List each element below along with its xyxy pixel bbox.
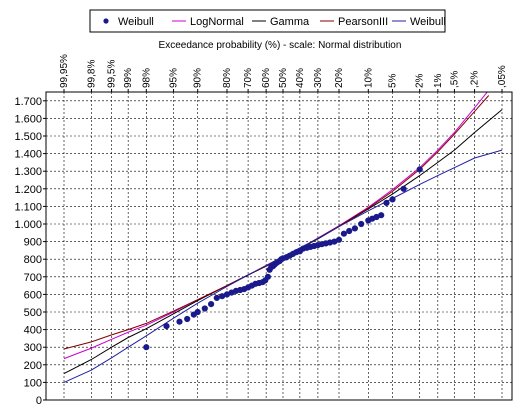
observed-points xyxy=(143,166,423,351)
y-tick-label: 1.600 xyxy=(14,113,42,125)
x-tick-label: 50% xyxy=(278,68,289,88)
legend: Weibull LogNormal Gamma PearsonIII Weibull xyxy=(89,9,446,33)
y-tick-label: 1.500 xyxy=(14,131,42,143)
x-tick-label: 99,8% xyxy=(86,60,97,88)
y-tick-label: 300 xyxy=(24,342,42,354)
data-point xyxy=(346,227,353,235)
data-point xyxy=(208,301,215,308)
y-tick-label: 1.100 xyxy=(14,201,42,213)
legend-marker xyxy=(103,18,109,24)
legend-label: Weibull xyxy=(410,16,446,28)
x-tick-label: 90% xyxy=(193,68,204,88)
legend-label: LogNormal xyxy=(190,16,244,28)
legend-label: Weibull xyxy=(118,16,154,28)
x-tick-label: 70% xyxy=(243,68,254,88)
x-tick-labels: 99,95% 99,8% 99,5% 99% 98% 95% 90% 80% 70% 60% 50%… xyxy=(59,54,508,88)
y-tick-label: 1.400 xyxy=(14,149,42,161)
data-point xyxy=(163,323,170,330)
data-point xyxy=(194,308,201,316)
y-tick-labels: 0 100 200 300 400 500 600 700 800 900 1.000 1.100 1.… xyxy=(14,96,42,407)
x-tick-label: 10% xyxy=(363,68,374,88)
y-tick-label: 500 xyxy=(24,307,42,319)
data-point xyxy=(389,196,396,203)
y-tick-label: 1.200 xyxy=(14,184,42,196)
data-point xyxy=(416,166,423,173)
x-tick-label: 99,95% xyxy=(59,54,70,88)
x-tick-label: 20% xyxy=(334,68,345,88)
y-tick-label: 900 xyxy=(24,237,42,249)
data-point xyxy=(383,199,390,206)
data-point xyxy=(351,225,358,232)
data-point xyxy=(143,344,150,351)
data-point xyxy=(340,230,347,237)
plot-area xyxy=(43,89,513,401)
x-tick-label: ,05% xyxy=(497,65,508,88)
data-point xyxy=(264,273,271,280)
data-point xyxy=(335,236,343,243)
data-point xyxy=(201,305,208,312)
x-tick-label: ,5% xyxy=(449,71,460,88)
data-point xyxy=(400,185,407,192)
legend-frame xyxy=(89,9,446,33)
y-tick-label: 1.000 xyxy=(14,219,42,231)
data-point xyxy=(176,318,183,325)
y-tick-label: 0 xyxy=(36,395,42,407)
y-tick-label: 600 xyxy=(24,289,42,301)
data-point xyxy=(184,315,191,323)
y-tick-label: 100 xyxy=(24,377,42,389)
legend-items: Weibull LogNormal Gamma PearsonIII Weibull xyxy=(103,16,446,28)
data-point xyxy=(358,220,365,228)
plot-background xyxy=(46,92,512,400)
y-tick-label: 800 xyxy=(24,254,42,266)
x-tick-label: 95% xyxy=(169,68,180,88)
x-tick-label: 60% xyxy=(261,68,272,88)
plot-frame xyxy=(45,91,513,401)
chart-title: Exceedance probability (%) - scale: Norm… xyxy=(159,40,402,51)
y-tick-label: 200 xyxy=(24,360,42,372)
data-point xyxy=(378,212,385,219)
x-tick-label: 2% xyxy=(415,73,426,88)
x-tick-label: 30% xyxy=(313,68,324,88)
x-tick-label: 98% xyxy=(141,68,152,88)
x-tick-label: ,2% xyxy=(470,71,481,88)
legend-label: PearsonIII xyxy=(338,16,388,28)
x-tick-label: 5% xyxy=(387,73,398,88)
x-tick-label: 99% xyxy=(123,68,134,88)
x-tick-label: 80% xyxy=(222,68,233,88)
y-tick-label: 400 xyxy=(24,325,42,337)
legend-label: Gamma xyxy=(270,16,310,28)
y-tick-label: 700 xyxy=(24,272,42,284)
x-tick-label: 99,5% xyxy=(107,60,118,88)
data-point xyxy=(213,294,220,301)
x-tick-label: 40% xyxy=(295,68,306,88)
x-tick-label: 1% xyxy=(433,73,444,88)
y-tick-label: 1.700 xyxy=(14,96,42,108)
y-tick-label: 1.300 xyxy=(14,166,42,178)
